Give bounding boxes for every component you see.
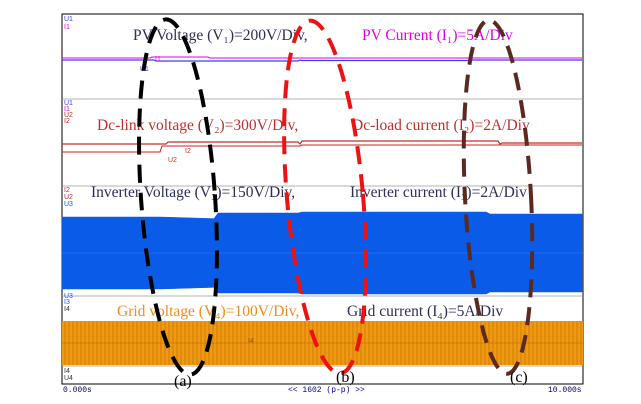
dc-link-voltage-trace bbox=[62, 140, 582, 145]
event-label-b: (b) bbox=[336, 369, 355, 386]
inverter-current-label: Inverter current (I₃)=2A/Div bbox=[350, 184, 527, 201]
dc-load-current-label: Dc-load current (I₂)=2A/Div bbox=[352, 117, 530, 134]
tag-i1: I1 bbox=[64, 24, 70, 31]
tag-i2b: I2 bbox=[64, 187, 70, 194]
trace-tag-i1: I1 bbox=[155, 56, 161, 63]
tag-u3: U3 bbox=[64, 201, 73, 208]
pv-current-label: PV Current (I₁)=5A/Div bbox=[362, 27, 513, 44]
x-axis-start: 0.000s bbox=[63, 386, 92, 395]
inverter-voltage-label: Inverter Voltage (V₃)=150V/Div, bbox=[91, 184, 295, 201]
tag-u2: U2 bbox=[64, 112, 73, 119]
tag-u1b: U1 bbox=[64, 100, 73, 107]
tag-u2b: U2 bbox=[64, 194, 73, 201]
trace-tag-u2: U2 bbox=[168, 157, 177, 164]
dc-link-voltage-label: Dc-link voltage (V₂)=300V/Div, bbox=[97, 117, 298, 134]
grid-lines bbox=[62, 98, 583, 367]
dc-load-current-trace bbox=[62, 144, 582, 153]
event-label-a: (a) bbox=[174, 373, 192, 390]
event-ellipse-c bbox=[461, 18, 535, 376]
tag-u4-bottom: U4 bbox=[64, 375, 73, 382]
pv-current-trace bbox=[62, 56, 582, 59]
event-label-c: (c) bbox=[510, 369, 528, 386]
trace-tag-i4: I4 bbox=[248, 338, 254, 345]
grid-current-label: Grid current (I₄)=5A/Div bbox=[347, 303, 503, 320]
tag-i4-bottom: I4 bbox=[64, 368, 70, 375]
tag-u1: U1 bbox=[64, 16, 73, 23]
event-ellipse-a bbox=[137, 17, 219, 377]
pv-voltage-trace bbox=[62, 59, 582, 62]
traces bbox=[61, 56, 583, 365]
trace-tag-i2: I2 bbox=[185, 148, 191, 155]
pv-voltage-label: PV Voltage (V₁)=200V/Div, bbox=[133, 27, 308, 44]
grid-voltage-label: Grid voltage (V₄)=100V/Div, bbox=[117, 303, 299, 320]
event-ellipse-b bbox=[282, 18, 368, 376]
tag-i3: I3 bbox=[64, 299, 70, 306]
x-axis-end: 10.000s bbox=[548, 386, 582, 395]
tag-i4: I4 bbox=[64, 306, 70, 313]
tag-i1b: I1 bbox=[64, 106, 70, 113]
tag-u3b: U3 bbox=[64, 293, 73, 300]
x-axis-timebase: << 1602 (p-p) >> bbox=[288, 386, 365, 395]
tag-i2: I2 bbox=[64, 118, 70, 125]
